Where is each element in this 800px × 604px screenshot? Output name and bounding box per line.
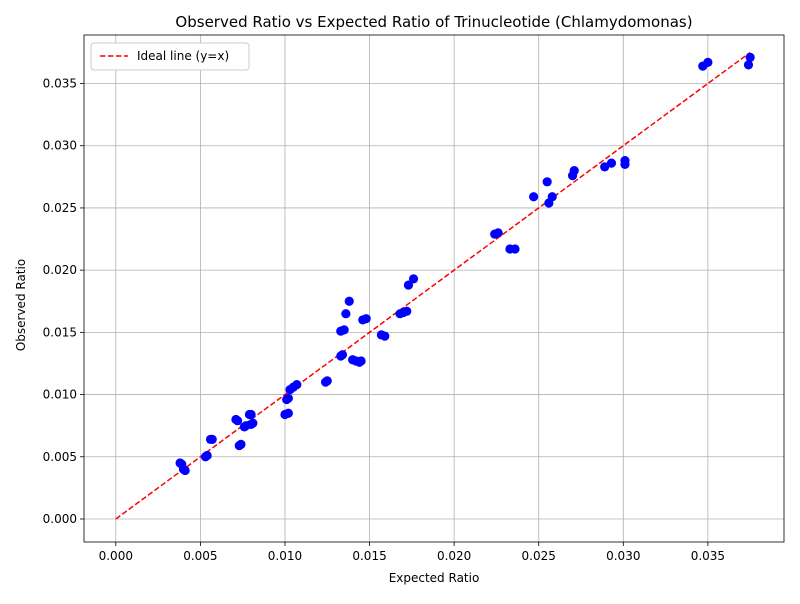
data-point	[408, 274, 419, 284]
data-point	[493, 228, 503, 238]
legend: Ideal line (y=x)	[90, 42, 250, 71]
data-point	[339, 325, 349, 335]
y-tick-label: 0.030	[43, 139, 77, 153]
ideal-line	[115, 51, 751, 520]
y-tick-label: 0.005	[43, 450, 77, 464]
plot-frame	[83, 34, 785, 543]
data-point	[341, 309, 351, 319]
data-point	[202, 450, 212, 461]
data-point	[703, 57, 713, 67]
chart-title: Observed Ratio vs Expected Ratio of Trin…	[175, 13, 692, 31]
x-tick-label: 0.010	[268, 549, 302, 563]
data-point	[246, 409, 256, 420]
data-point	[529, 192, 539, 202]
data-point	[380, 331, 390, 341]
x-tick-label: 0.000	[99, 549, 133, 563]
data-point	[292, 380, 302, 390]
data-point	[402, 306, 412, 316]
grid-lines	[84, 35, 784, 542]
data-point	[207, 434, 217, 444]
data-point	[337, 350, 348, 360]
y-axis-ticks: 0.000 0.005 0.010 0.015 0.020 0.025 0.030 0.035	[43, 77, 84, 526]
data-point	[356, 356, 366, 366]
x-axis-label: Expected Ratio	[389, 571, 480, 585]
data-point	[233, 416, 243, 426]
y-tick-label: 0.015	[43, 325, 77, 339]
x-tick-label: 0.030	[606, 549, 640, 563]
data-point	[283, 408, 293, 418]
data-point	[510, 244, 520, 254]
y-tick-label: 0.010	[43, 388, 77, 402]
x-tick-label: 0.005	[183, 549, 217, 563]
x-tick-label: 0.035	[691, 549, 725, 563]
data-point	[547, 192, 557, 202]
data-point	[248, 418, 258, 428]
x-axis-ticks: 0.000 0.005 0.010 0.015 0.020 0.025 0.030 0.035	[99, 542, 725, 563]
data-point	[542, 177, 552, 187]
data-point	[236, 439, 246, 449]
y-axis-label: Observed Ratio	[14, 259, 28, 351]
data-point	[180, 465, 190, 476]
y-tick-label: 0.025	[43, 201, 77, 215]
x-tick-label: 0.015	[352, 549, 386, 563]
data-points	[175, 52, 755, 476]
legend-box	[90, 42, 250, 71]
y-tick-label: 0.020	[43, 263, 77, 277]
x-tick-label: 0.020	[437, 549, 471, 563]
data-point	[569, 166, 579, 176]
data-point	[403, 280, 414, 290]
data-point	[283, 393, 293, 403]
data-point	[620, 156, 630, 166]
y-tick-label: 0.000	[43, 512, 77, 526]
data-point	[361, 314, 371, 324]
data-point	[606, 158, 617, 168]
data-point	[600, 162, 610, 172]
ideal-line-group	[115, 51, 751, 520]
data-point	[745, 52, 755, 62]
data-point	[322, 376, 332, 386]
y-tick-label: 0.035	[43, 77, 77, 91]
data-point	[344, 296, 354, 306]
legend-entry-ideal-line: Ideal line (y=x)	[137, 49, 229, 63]
data-point	[743, 60, 754, 70]
x-tick-label: 0.025	[522, 549, 556, 563]
